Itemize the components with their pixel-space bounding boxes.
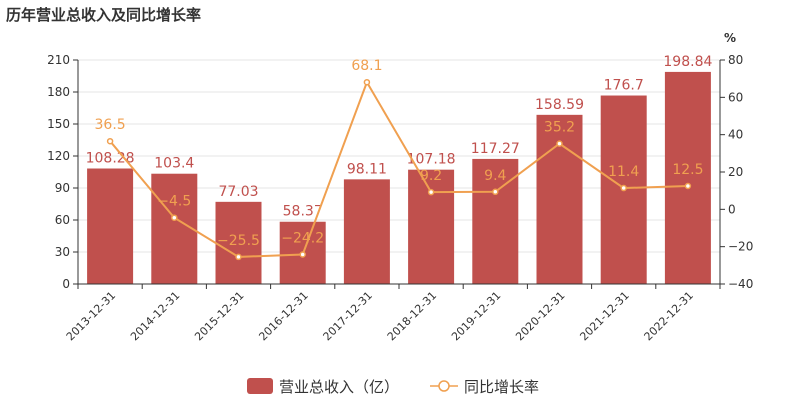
bar-value-label: 103.4 <box>154 156 194 172</box>
bar-value-label: 77.03 <box>218 184 258 200</box>
growth-point <box>106 137 114 145</box>
growth-value-label: 9.4 <box>484 168 506 184</box>
x-tick-label: 2013-12-31 <box>64 289 118 343</box>
left-tick-label: 0 <box>62 277 70 291</box>
growth-value-label: −4.5 <box>157 194 191 210</box>
bar-value-label: 198.84 <box>663 54 712 70</box>
right-tick-label: 0 <box>728 202 736 216</box>
growth-point <box>363 78 371 86</box>
right-tick-label: 60 <box>728 90 743 104</box>
bar <box>87 168 134 284</box>
bar-value-label: 176.7 <box>604 78 644 94</box>
growth-point <box>492 188 499 196</box>
left-axis: 0 30 60 90 120 150 180 210 <box>47 53 79 291</box>
growth-point <box>235 253 242 261</box>
x-tick-label: 2017-12-31 <box>321 289 375 343</box>
x-tick-label: 2015-12-31 <box>192 289 246 343</box>
bar <box>536 114 583 284</box>
left-tick-label: 180 <box>47 85 70 99</box>
legend: 营业总收入（亿） 同比增长率 <box>247 378 539 396</box>
bar <box>215 201 262 284</box>
x-tick-label: 2019-12-31 <box>449 289 503 343</box>
x-tick-label: 2021-12-31 <box>577 289 631 343</box>
legend-bar-label: 营业总收入（亿） <box>279 378 399 396</box>
x-tick-label: 2016-12-31 <box>256 289 310 343</box>
x-axis: 2013-12-31 2014-12-31 2015-12-31 2016-12-31… <box>64 283 721 343</box>
legend-bar-swatch <box>247 378 273 394</box>
growth-line <box>109 79 688 258</box>
growth-point <box>684 182 692 190</box>
bar-value-label: 107.18 <box>407 152 456 168</box>
bar-series: 108.28 103.4 77.03 58.37 98.11 107.18 117.27 15… <box>86 54 712 285</box>
x-tick-label: 2018-12-31 <box>385 289 439 343</box>
bar-value-label: 158.59 <box>535 97 584 113</box>
x-tick-label: 2014-12-31 <box>128 289 182 343</box>
line-series: 36.5 −4.5 −25.5 −24.2 68.1 9.2 9.4 35.2 11.4 12.5 <box>95 58 703 261</box>
growth-value-label: 9.2 <box>420 168 442 184</box>
right-axis-unit: % <box>724 31 736 45</box>
bar <box>664 71 711 285</box>
right-tick-label: 80 <box>728 53 743 67</box>
growth-point <box>171 214 178 221</box>
left-tick-label: 210 <box>47 53 70 67</box>
right-tick-label: 20 <box>728 165 743 179</box>
left-tick-label: 90 <box>55 181 70 195</box>
growth-point <box>299 251 306 258</box>
left-tick-label: 30 <box>55 245 70 259</box>
growth-value-label: 68.1 <box>351 58 382 74</box>
bar-value-label: 117.27 <box>471 141 520 157</box>
growth-value-label: 12.5 <box>672 162 703 178</box>
left-tick-label: 120 <box>47 149 70 163</box>
growth-value-label: 36.5 <box>95 117 126 133</box>
right-tick-label: −20 <box>728 240 753 254</box>
bar <box>151 173 198 284</box>
growth-value-label: 11.4 <box>608 164 639 180</box>
legend-line-marker <box>438 380 450 392</box>
growth-value-label: 35.2 <box>544 120 575 136</box>
growth-point <box>427 188 435 196</box>
growth-value-label: −25.5 <box>217 233 260 249</box>
left-tick-label: 60 <box>55 213 70 227</box>
growth-point <box>620 184 627 192</box>
bar-value-label: 98.11 <box>347 161 387 177</box>
bar-value-label: 108.28 <box>86 151 135 167</box>
bar <box>408 169 455 284</box>
right-tick-label: −40 <box>728 277 753 291</box>
left-tick-label: 150 <box>47 117 70 131</box>
chart-title: 历年营业总收入及同比增长率 <box>6 6 202 24</box>
bar-value-label: 58.37 <box>283 204 323 220</box>
bar <box>343 179 390 284</box>
growth-point <box>556 140 563 147</box>
growth-value-label: −24.2 <box>281 231 324 247</box>
x-tick-label: 2022-12-31 <box>642 289 696 343</box>
x-tick-label: 2020-12-31 <box>513 289 567 343</box>
legend-line-label: 同比增长率 <box>464 378 539 396</box>
right-tick-label: 40 <box>728 128 743 142</box>
right-axis: −40 −20 0 20 40 60 80% <box>719 31 753 291</box>
